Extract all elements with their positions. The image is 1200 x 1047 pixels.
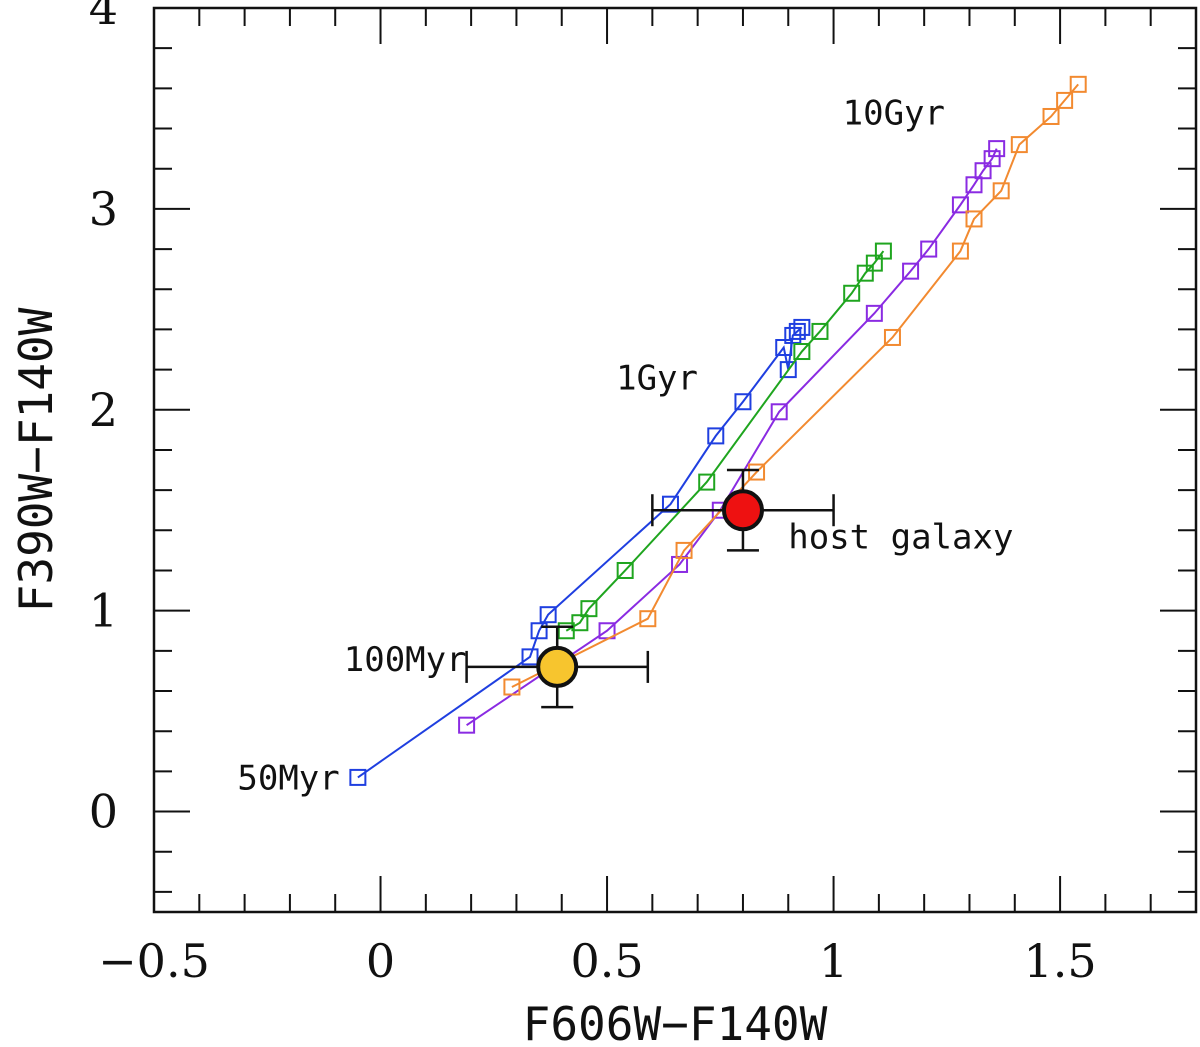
series-blue-track [349, 318, 811, 786]
measurement-marker [721, 489, 764, 532]
x-tick-label: 0 [366, 934, 395, 988]
data-point-square [503, 678, 521, 696]
y-tick-label: 3 [89, 182, 118, 236]
data-point-square [883, 328, 901, 346]
annotation-label: 10Gyr [843, 94, 945, 134]
data-point-square [856, 264, 874, 282]
data-point-square [965, 210, 983, 228]
data-point-square [902, 262, 920, 280]
data-point-square [793, 343, 811, 361]
x-tick-label: −0.5 [98, 934, 210, 988]
data-point-square [639, 610, 657, 628]
y-tick-label: 2 [89, 383, 118, 437]
data-point-square [1056, 91, 1074, 109]
data-point-square [874, 242, 892, 260]
data-point-square [770, 403, 788, 421]
series-layer [349, 75, 1087, 786]
data-point-square [1069, 75, 1087, 93]
axis-ticks [153, 7, 1197, 912]
measurement-marker [536, 645, 579, 688]
x-tick-label: 1.5 [1024, 934, 1097, 988]
data-point-square [616, 561, 634, 579]
data-point-square [988, 140, 1006, 158]
x-tick-label: 0.5 [570, 934, 643, 988]
data-point-square [349, 768, 367, 786]
y-axis-title: F390W−F140W [9, 307, 63, 612]
annotation-layer: 10Gyr 1Gyr host galaxy 100Myr 50Myr [237, 94, 1013, 799]
data-point-square [983, 150, 1001, 168]
data-point-square [843, 284, 861, 302]
y-tick-label: 1 [89, 584, 118, 638]
data-point-square [775, 339, 793, 357]
tick-labels: −0.5 0 0.5 1 1.5 0 1 2 3 4 [89, 0, 1097, 988]
data-point-square [698, 473, 716, 491]
data-point-square [1042, 107, 1060, 125]
data-point-square [580, 600, 598, 618]
measurement-100Myr-source [465, 625, 650, 709]
x-axis-title: F606W−F140W [523, 997, 828, 1047]
data-point-square [793, 318, 811, 336]
series-line [466, 148, 998, 727]
x-tick-label: 1 [819, 934, 848, 988]
data-point-square [707, 427, 725, 445]
data-point-square [965, 176, 983, 194]
data-point-square [992, 182, 1010, 200]
series-line [511, 83, 1079, 688]
data-point-square [865, 254, 883, 272]
data-point-square [521, 648, 539, 666]
data-point-square [530, 622, 548, 640]
data-point-square [920, 240, 938, 258]
data-point-square [458, 716, 476, 734]
data-point-square [539, 606, 557, 624]
data-point-square [951, 196, 969, 214]
data-point-square [951, 242, 969, 260]
series-orange-track [503, 75, 1087, 696]
data-point-square [675, 541, 693, 559]
series-green-track [557, 242, 892, 640]
data-point-square [974, 162, 992, 180]
data-point-square [788, 322, 806, 340]
data-point-square [1010, 136, 1028, 154]
data-point-square [661, 495, 679, 513]
series-line [565, 250, 885, 632]
measurement-host-galaxy [651, 468, 835, 552]
annotation-label: 1Gyr [616, 359, 698, 399]
data-point-square [734, 393, 752, 411]
annotation-label: 50Myr [237, 758, 339, 798]
annotation-label: 100Myr [344, 640, 467, 680]
data-point-square [748, 463, 766, 481]
y-tick-label: 4 [89, 0, 118, 35]
data-point-square [865, 304, 883, 322]
y-tick-label: 0 [89, 785, 118, 839]
plot-frame [152, 6, 1198, 914]
data-point-square [571, 614, 589, 632]
data-point-square [779, 361, 797, 379]
annotation-label: host galaxy [788, 517, 1013, 557]
measurement-layer [465, 468, 835, 709]
series-purple-track [458, 140, 1006, 734]
data-point-square [811, 322, 829, 340]
